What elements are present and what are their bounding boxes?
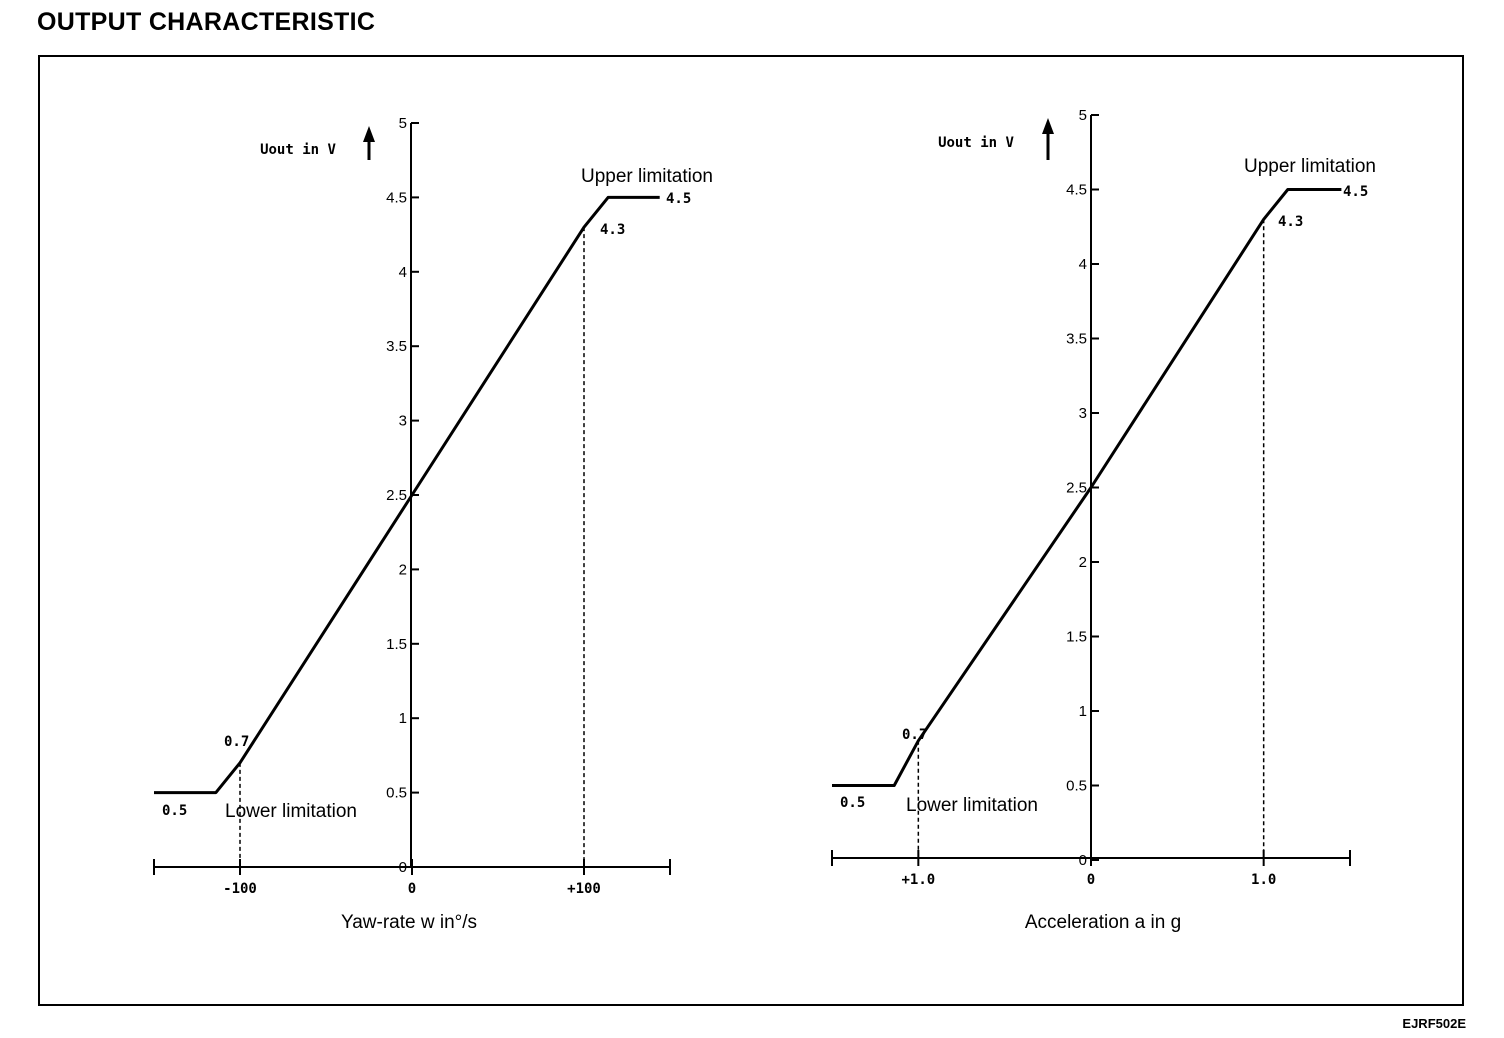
yaw-rate-knee-low-label: 0.7 <box>224 734 249 750</box>
acceleration-series-line <box>832 188 1342 787</box>
yaw-rate-y-axis-label: Uout in V <box>260 142 336 158</box>
yaw-rate-upper-limitation-label: Upper limitation <box>581 166 713 187</box>
acceleration-upper-limitation-label: Upper limitation <box>1244 156 1376 177</box>
acceleration-y-tick-label: 5 <box>1079 107 1087 124</box>
acceleration-x-tick-label: 1.0 <box>1251 872 1276 888</box>
acceleration-x-tick-label: +1.0 <box>901 872 935 888</box>
acceleration-y-tick-label: 1 <box>1079 703 1087 720</box>
acceleration-y-tick-label: 4 <box>1079 256 1087 273</box>
acceleration-y-tick-label: 0 <box>1079 852 1087 869</box>
yaw-rate-x-tick-label: 0 <box>408 881 416 897</box>
acceleration-y-tick-label: 2.5 <box>1066 480 1087 497</box>
yaw-rate-y-tick-label: 3.5 <box>386 338 407 355</box>
acceleration-knee-low-label: 0.7 <box>902 727 927 743</box>
acceleration-y-tick-label: 4.5 <box>1066 182 1087 199</box>
yaw-rate-x-tick-label: +100 <box>567 881 601 897</box>
acceleration-upper-value-label: 4.5 <box>1343 184 1368 200</box>
yaw-rate-lower-limitation-label: Lower limitation <box>225 801 357 822</box>
acceleration-y-axis-label: Uout in V <box>938 135 1014 151</box>
yaw-rate-y-tick-label: 2 <box>399 561 407 578</box>
yaw-rate-y-tick-label: 1.5 <box>386 636 407 653</box>
yaw-rate-knee-high-label: 4.3 <box>600 222 625 238</box>
yaw-rate-y-tick-label: 5 <box>399 115 407 132</box>
yaw-rate-series-line <box>154 195 660 795</box>
acceleration-y-tick-label: 3 <box>1079 405 1087 422</box>
acceleration-knee-high-label: 4.3 <box>1278 214 1303 230</box>
acceleration-x-axis-label: Acceleration a in g <box>1025 912 1181 933</box>
yaw-rate-y-tick-label: 4.5 <box>386 189 407 206</box>
acceleration-up-arrow-head-icon <box>1042 118 1054 134</box>
acceleration-lower-limitation-label: Lower limitation <box>906 795 1038 816</box>
yaw-rate-y-tick-label: 4 <box>399 264 407 281</box>
yaw-rate-y-tick-label: 1 <box>399 710 407 727</box>
page-title: OUTPUT CHARACTERISTIC <box>37 8 376 36</box>
yaw-rate-upper-value-label: 4.5 <box>666 191 691 207</box>
yaw-rate-y-tick-label: 3 <box>399 413 407 430</box>
acceleration-y-tick-label: 1.5 <box>1066 629 1087 646</box>
figure-frame <box>38 55 1464 1006</box>
acceleration-x-tick-label: 0 <box>1087 872 1095 888</box>
acceleration-y-tick-label: 2 <box>1079 554 1087 571</box>
yaw-rate-y-tick-label: 2.5 <box>386 487 407 504</box>
figure-reference-code: EJRF502E <box>1402 1016 1466 1031</box>
yaw-rate-y-tick-label: 0.5 <box>386 785 407 802</box>
yaw-rate-lower-value-label: 0.5 <box>162 803 187 819</box>
yaw-rate-up-arrow-head-icon <box>363 126 375 142</box>
acceleration-y-tick-label: 0.5 <box>1066 778 1087 795</box>
yaw-rate-x-axis-label: Yaw-rate w in°/s <box>341 912 477 933</box>
acceleration-lower-value-label: 0.5 <box>840 795 865 811</box>
acceleration-y-tick-label: 3.5 <box>1066 331 1087 348</box>
yaw-rate-x-tick-label: -100 <box>223 881 257 897</box>
